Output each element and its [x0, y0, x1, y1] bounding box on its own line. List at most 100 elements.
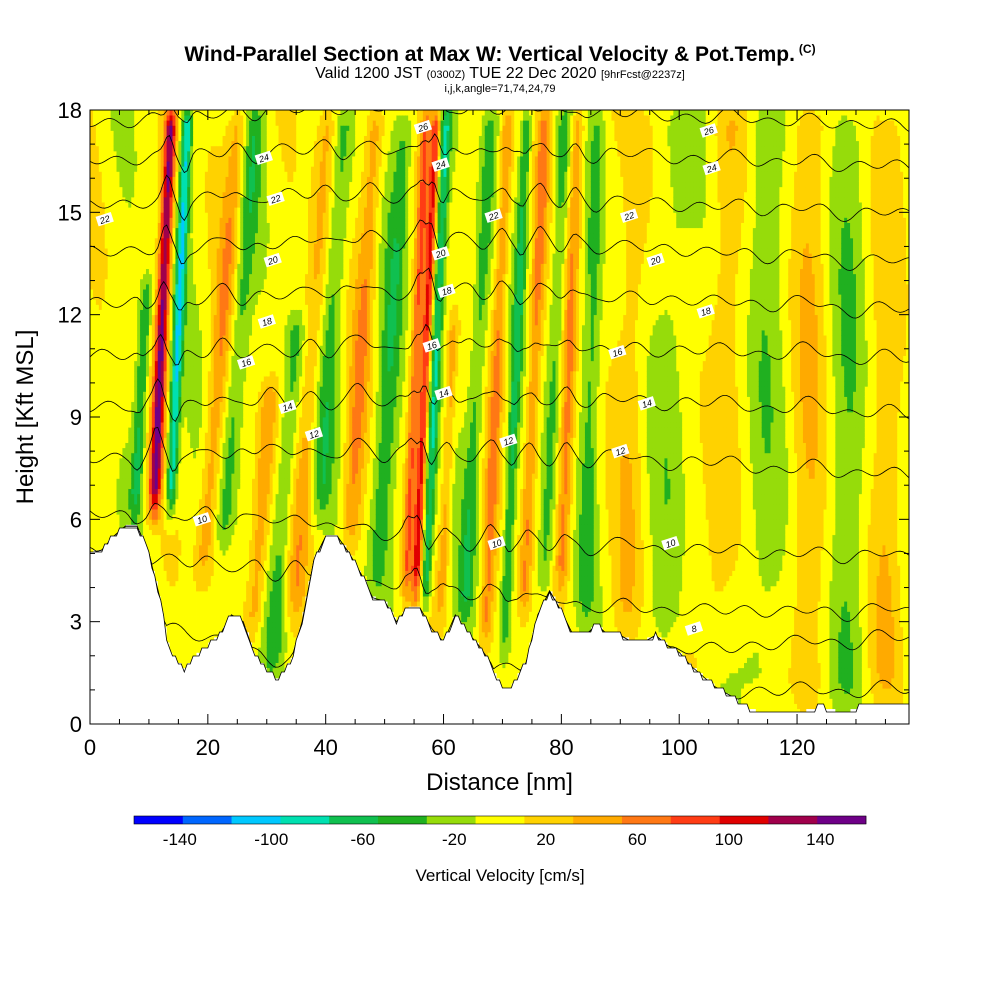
heatmap-cell — [234, 314, 238, 321]
heatmap-cell — [193, 345, 197, 351]
heatmap-cell — [157, 120, 162, 126]
heatmap-cell — [187, 191, 191, 198]
heatmap-cell — [166, 427, 170, 433]
heatmap-cell — [148, 294, 153, 300]
heatmap-cell — [110, 396, 114, 403]
heatmap-cell — [231, 278, 235, 285]
heatmap-cell — [231, 319, 235, 326]
heatmap-cell — [237, 299, 241, 305]
heatmap-cell — [128, 196, 132, 203]
heatmap-cell — [140, 110, 144, 116]
heatmap-cell — [154, 452, 159, 459]
heatmap-cell — [157, 304, 162, 310]
heatmap-cell — [160, 125, 165, 131]
heatmap-cell — [193, 411, 197, 418]
heatmap-cell — [225, 514, 229, 520]
heatmap-cell — [201, 580, 206, 587]
heatmap-cell — [131, 345, 135, 351]
heatmap-cell — [172, 621, 176, 628]
heatmap-cell — [157, 585, 162, 592]
heatmap-cell — [95, 324, 100, 331]
heatmap-cell — [169, 324, 173, 331]
heatmap-cell — [207, 544, 212, 551]
heatmap-cell — [193, 406, 197, 413]
heatmap-cell — [166, 478, 170, 484]
heatmap-cell — [90, 503, 94, 510]
heatmap-cell — [201, 488, 206, 495]
heatmap-cell — [222, 355, 226, 362]
heatmap-cell — [169, 150, 173, 157]
heatmap-cell — [243, 442, 247, 449]
heatmap-cell — [196, 110, 200, 116]
heatmap-cell — [193, 309, 197, 316]
heatmap-cell — [140, 514, 144, 520]
heatmap-cell — [101, 478, 106, 484]
heatmap-cell — [184, 314, 188, 321]
heatmap-cell — [240, 253, 244, 259]
heatmap-cell — [128, 145, 132, 152]
heatmap-cell — [169, 283, 173, 290]
heatmap-cell — [160, 463, 165, 469]
heatmap-cell — [143, 509, 147, 515]
heatmap-cell — [228, 268, 232, 275]
heatmap-cell — [163, 519, 167, 525]
heatmap-cell — [237, 503, 241, 510]
heatmap-cell — [137, 319, 141, 326]
heatmap-cell — [148, 196, 153, 203]
heatmap-cell — [222, 611, 226, 617]
heatmap-cell — [140, 212, 144, 218]
heatmap-cell — [119, 473, 123, 479]
heatmap-cell — [201, 381, 206, 387]
heatmap-cell — [104, 232, 109, 239]
heatmap-cell — [187, 130, 191, 136]
heatmap-cell — [216, 376, 221, 382]
heatmap-cell — [213, 580, 218, 587]
heatmap-cell — [169, 463, 173, 469]
heatmap-cell — [154, 227, 159, 234]
heatmap-cell — [240, 314, 244, 321]
heatmap-cell — [107, 365, 112, 372]
heatmap-cell — [119, 401, 123, 408]
heatmap-cell — [148, 360, 153, 367]
heatmap-cell — [228, 289, 232, 295]
heatmap-cell — [240, 473, 244, 479]
heatmap-cell — [210, 478, 215, 484]
heatmap-cell — [122, 417, 126, 423]
heatmap-cell — [125, 140, 129, 147]
heatmap-cell — [190, 207, 194, 213]
heatmap-cell — [116, 411, 120, 418]
heatmap-cell — [175, 529, 179, 536]
heatmap-cell — [237, 319, 241, 326]
heatmap-cell — [187, 621, 191, 628]
heatmap-cell — [213, 498, 218, 505]
heatmap-cell — [95, 514, 100, 520]
heatmap-cell — [231, 309, 235, 316]
heatmap-cell — [178, 248, 182, 254]
heatmap-cell — [163, 273, 167, 280]
heatmap-cell — [213, 294, 218, 300]
heatmap-cell — [234, 196, 238, 203]
heatmap-cell — [92, 186, 97, 193]
heatmap-cell — [169, 258, 173, 264]
heatmap-cell — [154, 299, 159, 305]
heatmap-cell — [237, 191, 241, 198]
heatmap-cell — [107, 345, 112, 351]
heatmap-cell — [225, 166, 229, 172]
heatmap-cell — [137, 196, 141, 203]
heatmap-cell — [90, 483, 94, 490]
heatmap-cell — [243, 621, 247, 628]
heatmap-cell — [128, 340, 132, 346]
heatmap-cell — [193, 258, 197, 264]
heatmap-cell — [122, 268, 126, 275]
heatmap-cell — [104, 370, 109, 377]
heatmap-cell — [219, 294, 223, 300]
heatmap-cell — [199, 509, 203, 515]
heatmap-cell — [184, 478, 188, 484]
heatmap-cell — [178, 227, 182, 234]
heatmap-cell — [128, 120, 132, 126]
heatmap-cell — [137, 498, 141, 505]
heatmap-cell — [175, 166, 179, 172]
heatmap-cell — [116, 457, 120, 464]
heatmap-cell — [222, 570, 226, 577]
heatmap-cell — [219, 283, 223, 290]
